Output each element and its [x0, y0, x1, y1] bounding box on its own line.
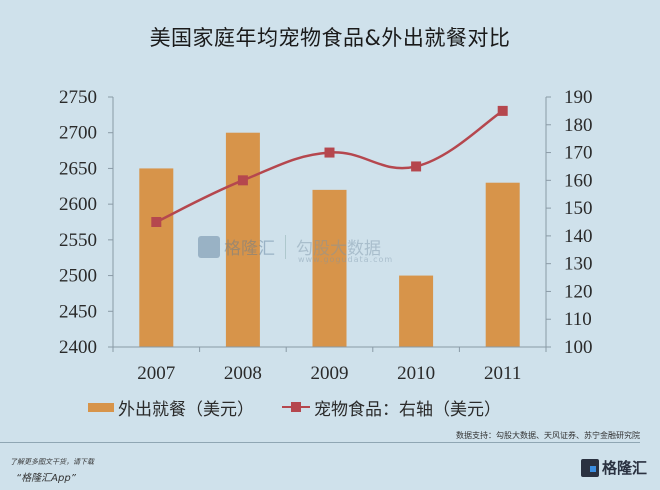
line-marker — [151, 217, 162, 227]
bar — [399, 275, 434, 347]
right-tick-label: 190 — [564, 87, 593, 108]
legend: 外出就餐（美元） 宠物食品：右轴（美元） — [88, 394, 501, 420]
promo-text: 了解更多图文干货，请下载 — [10, 458, 94, 466]
line-marker — [411, 161, 422, 172]
line-series — [151, 105, 508, 227]
watermark-logo-icon — [198, 235, 220, 258]
left-tick-label: 2750 — [59, 87, 97, 108]
left-tick-label: 2650 — [59, 158, 97, 179]
line-marker — [324, 147, 335, 158]
line-marker — [237, 175, 248, 186]
right-tick-label: 160 — [564, 170, 593, 191]
left-tick-label: 2450 — [59, 301, 97, 322]
left-tick-label: 2500 — [59, 266, 97, 287]
watermark-url: www.gogudata.com — [298, 255, 394, 264]
data-source: 数据支持：勾股大数据、天风证券、苏宁金融研究院 — [456, 431, 640, 440]
footer-logo: 格隆汇 — [581, 457, 647, 478]
left-axis: 2750 2700 2650 2600 2550 2500 2450 2400 — [59, 87, 114, 358]
watermark-partner: 勾股大数据 — [296, 239, 381, 259]
promo-app-name: “格隆汇App” — [16, 473, 76, 484]
right-axis: 190 180 170 160 150 140 130 120 110 100 — [545, 87, 593, 358]
chart-title: 美国家庭年均宠物食品&外出就餐对比 — [149, 26, 511, 50]
line-marker — [497, 105, 508, 116]
bar — [485, 182, 520, 347]
brand-logo-icon — [581, 458, 599, 477]
right-tick-label: 140 — [564, 226, 593, 247]
left-tick-label: 2600 — [59, 194, 97, 215]
right-tick-label: 110 — [564, 309, 592, 330]
left-tick-label: 2550 — [59, 230, 97, 251]
bar — [225, 132, 260, 347]
x-tick-label: 2007 — [137, 363, 175, 384]
footer-divider — [0, 442, 640, 443]
x-axis: 2007 2008 2009 2010 2011 — [112, 346, 547, 384]
watermark-brand: 格隆汇 — [224, 239, 275, 259]
legend-bar-swatch-icon — [88, 402, 114, 412]
right-tick-label: 130 — [564, 254, 593, 275]
watermark-divider — [285, 234, 286, 259]
right-tick-label: 180 — [564, 115, 593, 136]
watermark: 格隆汇 勾股大数据 www.gogudata.com — [198, 234, 392, 264]
x-tick-label: 2010 — [397, 363, 435, 384]
bar-series — [139, 132, 520, 347]
legend-line-label: 宠物食品：右轴（美元） — [314, 399, 501, 420]
right-tick-label: 100 — [564, 337, 593, 358]
footer-logo-text: 格隆汇 — [602, 459, 648, 477]
right-tick-label: 150 — [564, 198, 593, 219]
bar — [312, 189, 347, 347]
right-tick-label: 120 — [564, 281, 593, 302]
left-tick-label: 2400 — [59, 337, 97, 358]
right-tick-label: 170 — [564, 143, 593, 164]
legend-bar-label: 外出就餐（美元） — [118, 399, 254, 420]
bar — [139, 168, 174, 347]
x-tick-label: 2011 — [484, 363, 521, 384]
left-tick-label: 2700 — [59, 123, 97, 144]
x-tick-label: 2009 — [311, 363, 349, 384]
x-tick-label: 2008 — [224, 363, 262, 384]
legend-line-marker-icon — [282, 400, 310, 414]
